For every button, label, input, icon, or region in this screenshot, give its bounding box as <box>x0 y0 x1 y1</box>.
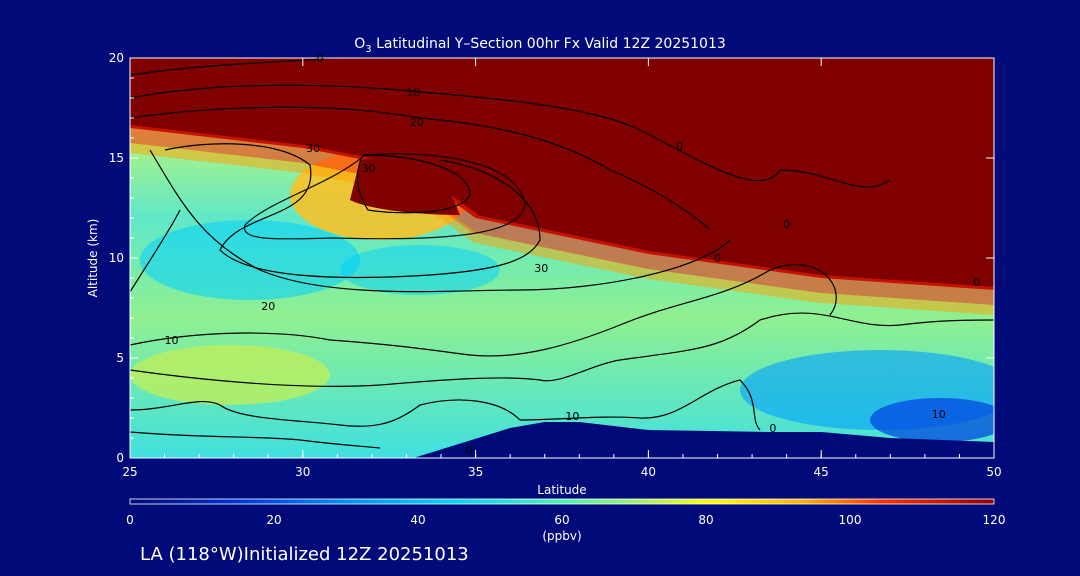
y-tick-label: 20 <box>109 51 124 65</box>
x-tick-label: 40 <box>641 465 656 479</box>
footer-caption: LA (118°W)Initialized 12Z 20251013 <box>140 544 469 565</box>
y-axis: 0 5 10 15 20 <box>109 51 994 465</box>
y-tick-label: 0 <box>116 451 124 465</box>
colorbar-tick-label: 20 <box>266 513 281 527</box>
x-tick-label: 45 <box>814 465 829 479</box>
contour-label: 10 <box>932 408 946 421</box>
y-axis-label: Altitude (km) <box>86 219 100 298</box>
colorbar-tick-label: 40 <box>410 513 425 527</box>
colorbar-tick-label: 60 <box>554 513 569 527</box>
colorbar-tick-label: 80 <box>698 513 713 527</box>
contour-label: 0 <box>465 444 472 457</box>
x-axis: 25 30 35 40 45 50 <box>122 58 1002 479</box>
contour-label: 10 <box>406 86 420 99</box>
contour-label: 0 <box>714 252 721 265</box>
y-tick-label: 5 <box>116 351 124 365</box>
colorbar <box>129 498 995 505</box>
contour-lines <box>130 58 994 449</box>
contour-label: 20 <box>410 116 424 129</box>
chart-title: O3 Latitudinal Y–Section 00hr Fx Valid 1… <box>354 36 726 55</box>
x-tick-label: 30 <box>295 465 310 479</box>
contour-label: 0 <box>676 140 683 153</box>
x-tick-label: 50 <box>986 465 1001 479</box>
x-tick-label: 35 <box>468 465 483 479</box>
x-axis-label: Latitude <box>537 483 586 497</box>
x-tick-label: 25 <box>122 465 137 479</box>
colorbar-tick-label: 120 <box>983 513 1006 527</box>
contour-label: 0 <box>783 218 790 231</box>
contour-labels: 0 10 20 30 30 30 20 10 10 0 0 0 0 10 0 0 <box>164 52 980 457</box>
contour-label: 0 <box>973 276 980 289</box>
contour-label: 10 <box>565 410 579 423</box>
terrain-mask <box>413 422 994 458</box>
contour-label: 10 <box>164 334 178 347</box>
y-tick-label: 10 <box>109 251 124 265</box>
colorbar-ticks: 0 20 40 60 80 100 120 <box>126 513 1005 527</box>
colorbar-tick-label: 100 <box>839 513 862 527</box>
colorbar-tick-label: 0 <box>126 513 134 527</box>
contour-label: 30 <box>361 162 375 175</box>
contour-label: 0 <box>317 52 324 65</box>
contour-label: 20 <box>261 300 275 313</box>
stratosphere-region <box>130 58 994 290</box>
colorbar-unit: (ppbv) <box>542 529 581 543</box>
y-tick-label: 15 <box>109 151 124 165</box>
contour-label: 30 <box>306 142 320 155</box>
contour-label: 30 <box>534 262 548 275</box>
contour-label: 0 <box>769 422 776 435</box>
